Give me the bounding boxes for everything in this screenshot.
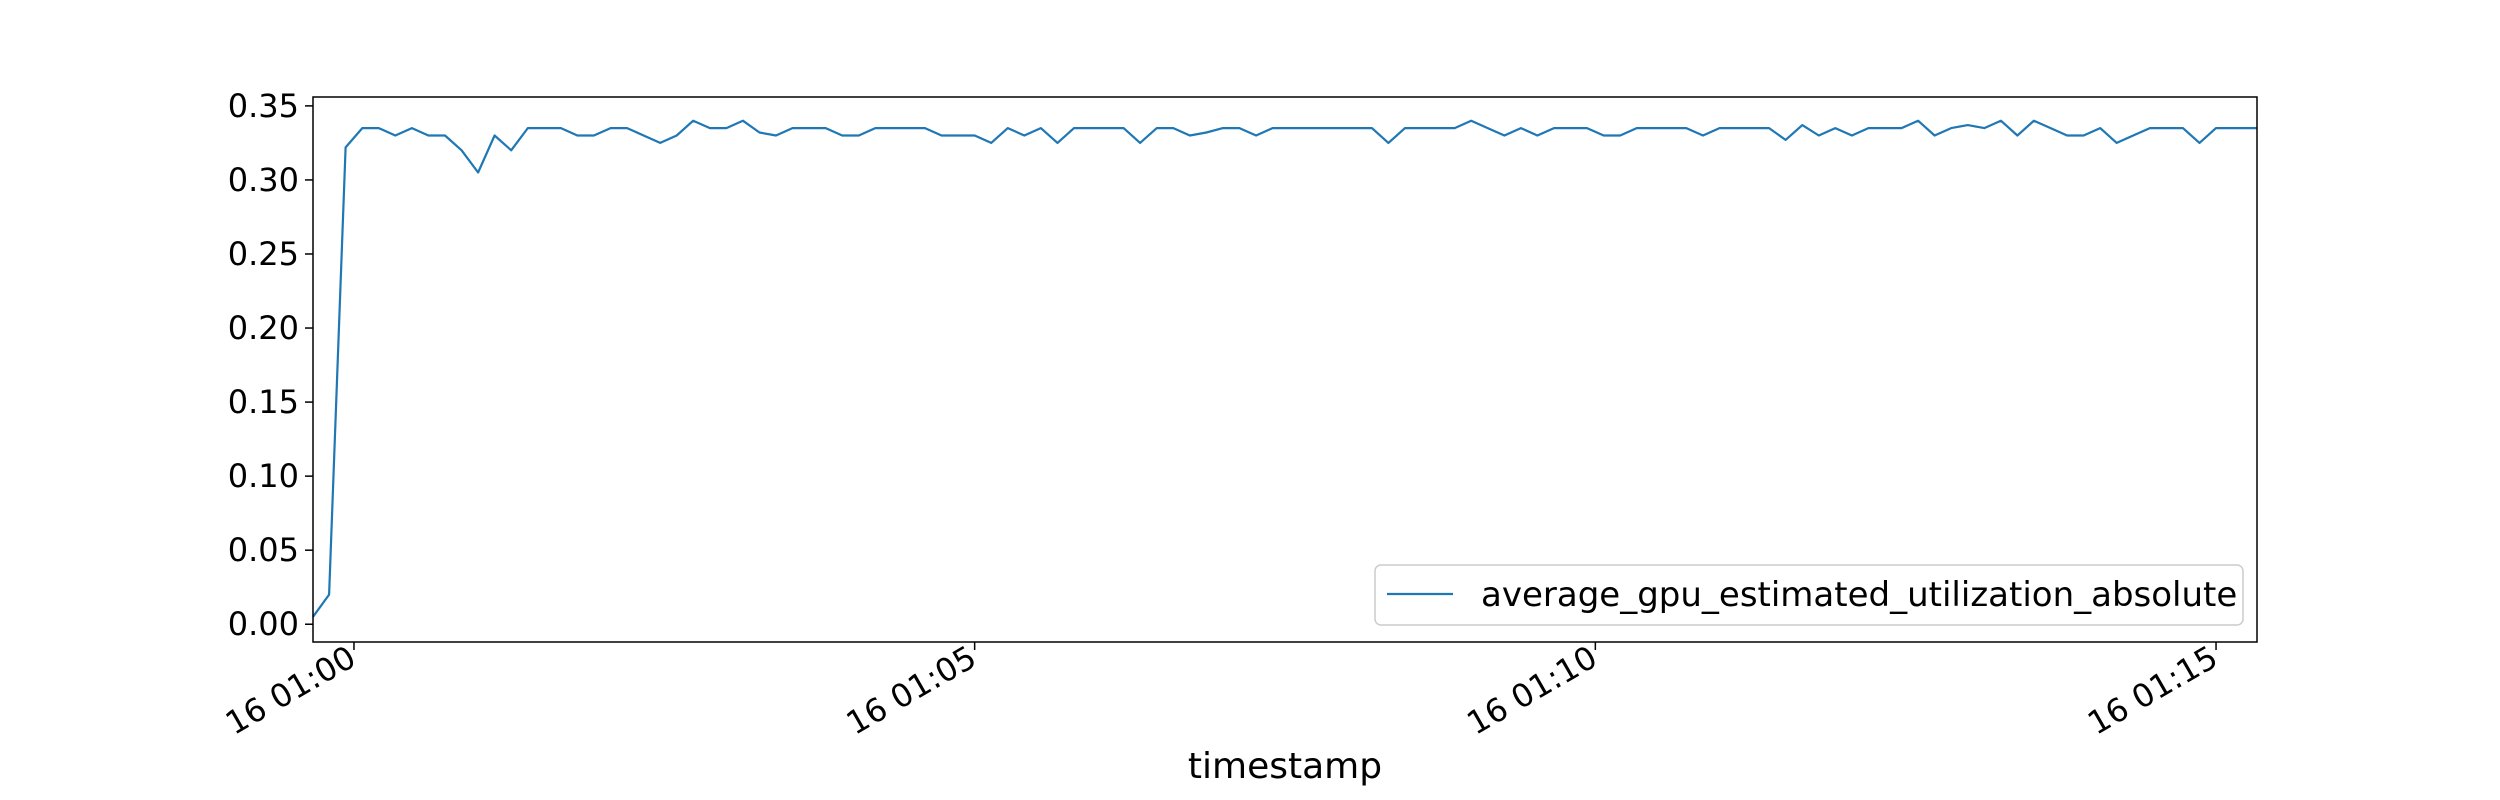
legend: average_gpu_estimated_utilization_absolu… [1374,564,2244,626]
y-axis-ticks: 0.00 0.05 0.10 0.15 0.20 0.25 0.30 0.35 [228,87,313,643]
x-tick-label: 16 01:00 [219,638,362,742]
x-tick-label: 16 01:10 [1460,638,1603,742]
x-tick-label: 16 01:15 [2081,638,2224,742]
y-tick-label: 0.05 [228,531,299,569]
legend-box [1374,564,2244,626]
y-tick-label: 0.30 [228,161,299,199]
y-tick-label: 0.20 [228,309,299,347]
legend-label: average_gpu_estimated_utilization_absolu… [1481,575,2237,615]
y-tick-label: 0.10 [228,457,299,495]
series-line [312,119,2258,618]
x-axis-ticks: 16 01:00 16 01:05 16 01:10 16 01:15 [219,638,2224,742]
y-tick-label: 0.00 [228,605,299,643]
x-axis-title: timestamp [1188,746,1382,787]
plot-frame [312,96,2258,643]
y-tick-label: 0.15 [228,383,299,421]
y-tick-label: 0.25 [228,235,299,273]
x-tick-label: 16 01:05 [840,638,983,742]
y-tick-label: 0.35 [228,87,299,125]
